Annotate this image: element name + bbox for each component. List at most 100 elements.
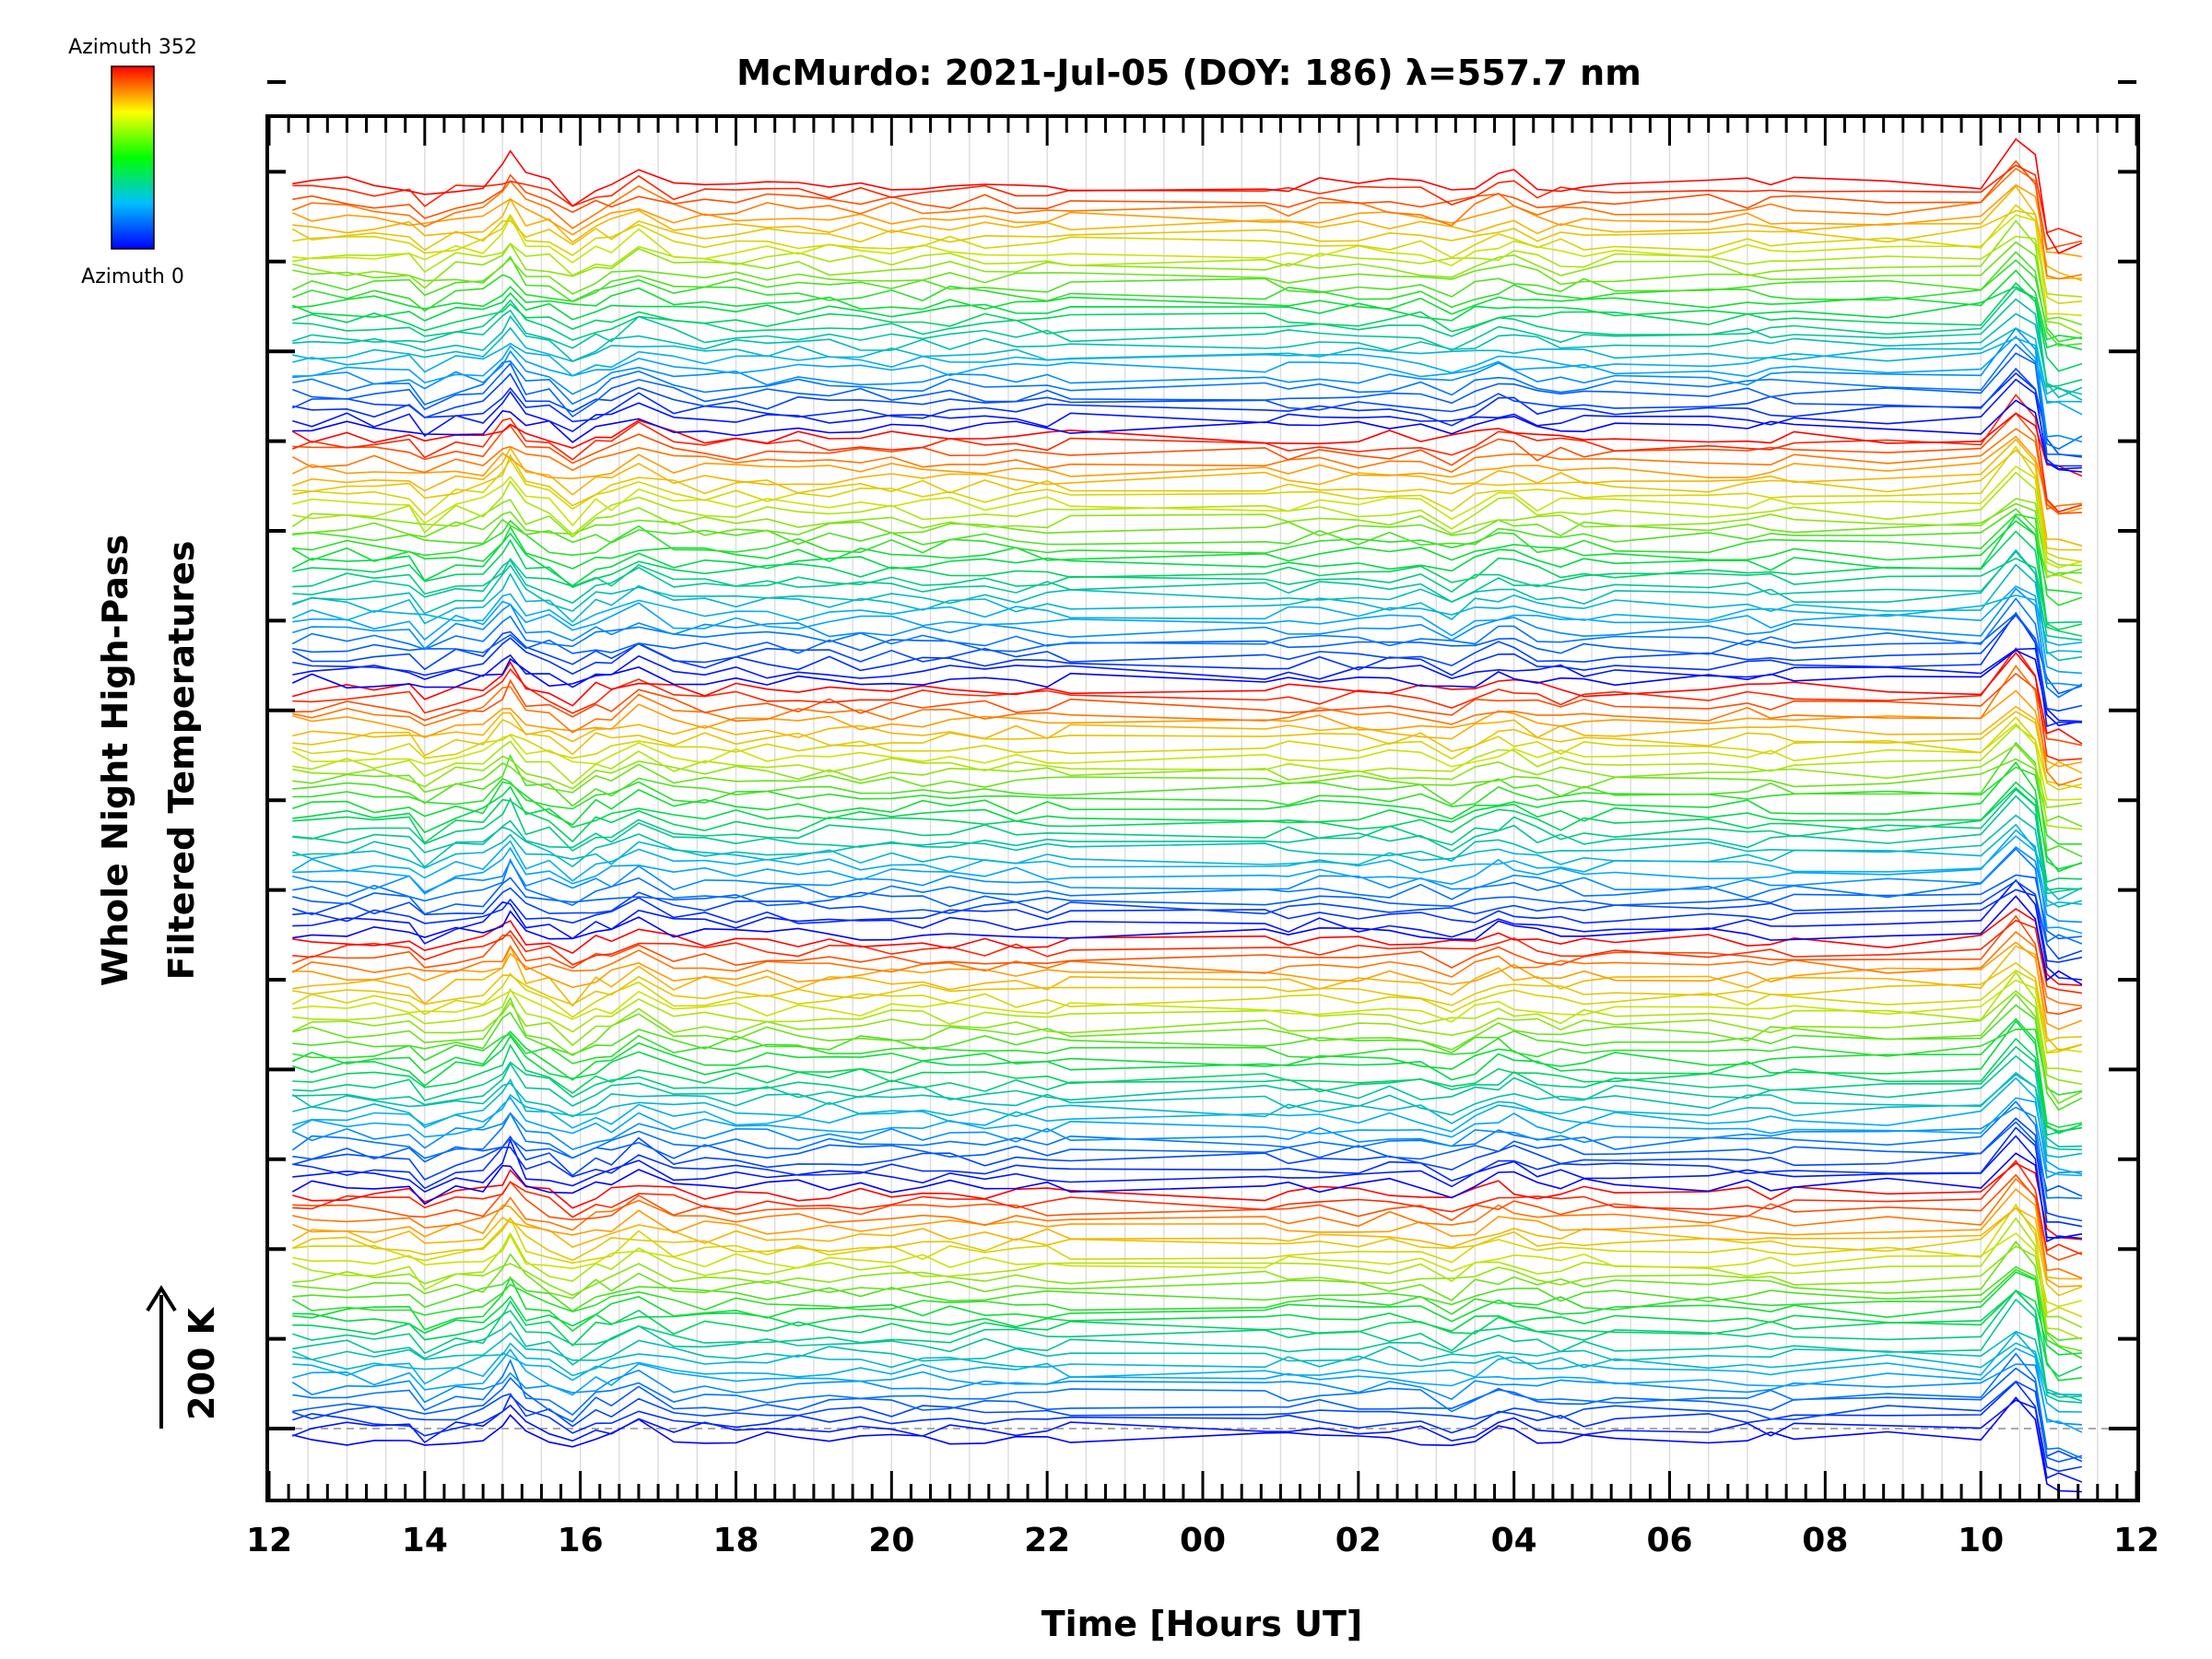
series-line — [292, 563, 2082, 654]
series-line — [292, 878, 2082, 981]
series-line — [292, 993, 2083, 1105]
series-line — [292, 241, 2083, 326]
series-line — [292, 1265, 2082, 1342]
x-tick-label: 14 — [402, 1522, 448, 1559]
x-tick-label: 12 — [2113, 1522, 2159, 1559]
series-line — [292, 513, 2083, 606]
series-line — [291, 183, 2083, 258]
series-line — [292, 961, 2082, 1042]
series-line — [292, 1073, 2083, 1159]
series-line — [292, 557, 2082, 624]
series-line — [292, 1347, 2083, 1433]
series-line — [292, 689, 2083, 768]
series-line — [292, 1028, 2083, 1096]
x-tick-label: 04 — [1491, 1522, 1537, 1559]
series-line — [291, 1363, 2082, 1426]
x-tick-label: 06 — [1646, 1522, 1692, 1559]
series-line — [292, 235, 2082, 298]
series-line — [292, 647, 2082, 723]
series-line — [291, 1096, 2083, 1175]
series-line — [292, 326, 2083, 443]
series-line — [291, 990, 2083, 1086]
series-line — [291, 970, 2083, 1054]
series-line — [292, 741, 2083, 858]
series-line — [291, 209, 2082, 280]
series-line — [292, 1245, 2083, 1329]
series-line — [292, 530, 2083, 637]
series-line — [292, 814, 2083, 908]
series-line — [292, 979, 2083, 1053]
series-line — [292, 137, 2083, 254]
series-line — [292, 394, 2083, 513]
x-tick-label: 22 — [1024, 1522, 1070, 1559]
series-line — [292, 1188, 2082, 1288]
series-line — [291, 1206, 2083, 1297]
scale-bar: 200 K — [146, 1285, 222, 1429]
y-axis-label-line1: Whole Night High-Pass — [95, 535, 135, 986]
series-line — [292, 672, 2083, 747]
series-line — [292, 445, 2083, 563]
colorbar-top-label: Azimuth 352 — [68, 36, 197, 59]
x-tick-label: 20 — [868, 1522, 914, 1559]
grid-lines — [307, 118, 2099, 1499]
series-line — [292, 471, 2083, 584]
series-line — [292, 378, 2082, 470]
series-line — [291, 412, 2083, 477]
series-line — [292, 744, 2083, 808]
series-line — [292, 1126, 2083, 1228]
series-line — [292, 1396, 2082, 1493]
series-line — [292, 1117, 2083, 1222]
series-line — [292, 1399, 2083, 1483]
series-line — [292, 298, 2083, 395]
plot-frame — [265, 114, 2140, 1502]
series-line — [292, 1380, 2083, 1463]
series-line — [292, 326, 2083, 401]
series-line — [292, 919, 2083, 994]
series-line — [292, 312, 2083, 399]
scale-bar-label: 200 K — [182, 1306, 222, 1420]
series-line — [292, 343, 2083, 450]
series-line — [292, 705, 2083, 774]
x-tick-label: 10 — [1958, 1522, 2004, 1559]
series-line — [292, 846, 2082, 924]
series-line — [292, 1342, 2082, 1395]
series-line — [292, 159, 2083, 251]
series-line — [292, 652, 2083, 745]
series-line — [292, 412, 2082, 515]
colorbar: Azimuth 352 Azimuth 0 — [68, 36, 197, 288]
series-line — [292, 766, 2082, 845]
series-line — [292, 794, 2082, 895]
series-line — [292, 286, 2083, 351]
series-line — [291, 723, 2082, 801]
chart-title: McMurdo: 2021-Jul-05 (DOY: 186) λ=557.7 … — [736, 53, 1641, 93]
series-line — [291, 1018, 2083, 1128]
series-line — [292, 847, 2083, 945]
x-tick-label: 08 — [1802, 1522, 1848, 1559]
series-line — [292, 336, 2082, 405]
series-line — [292, 829, 2083, 935]
series-line — [292, 371, 2082, 467]
series-line — [292, 1367, 2083, 1463]
series-line — [292, 1298, 2082, 1404]
series-line — [292, 1381, 2083, 1473]
series-line — [292, 647, 2082, 761]
series-line — [292, 502, 2083, 577]
series-line — [292, 1240, 2083, 1352]
series-line — [292, 760, 2083, 870]
series-line — [292, 1054, 2082, 1151]
x-axis-label: Time [Hours UT] — [1041, 1604, 1363, 1644]
colorbar-gradient — [111, 65, 155, 250]
series-line — [292, 781, 2083, 873]
series-line — [292, 711, 2083, 789]
series-line — [292, 941, 2083, 1030]
series-line — [292, 611, 2082, 728]
series-line — [292, 548, 2083, 662]
series-line — [292, 1045, 2083, 1136]
x-tick-label: 02 — [1335, 1522, 1382, 1559]
series-line — [292, 335, 2083, 416]
series-line — [291, 1106, 2082, 1179]
series-line — [292, 788, 2082, 891]
series-line — [292, 888, 2083, 963]
series-line — [291, 1152, 2083, 1240]
